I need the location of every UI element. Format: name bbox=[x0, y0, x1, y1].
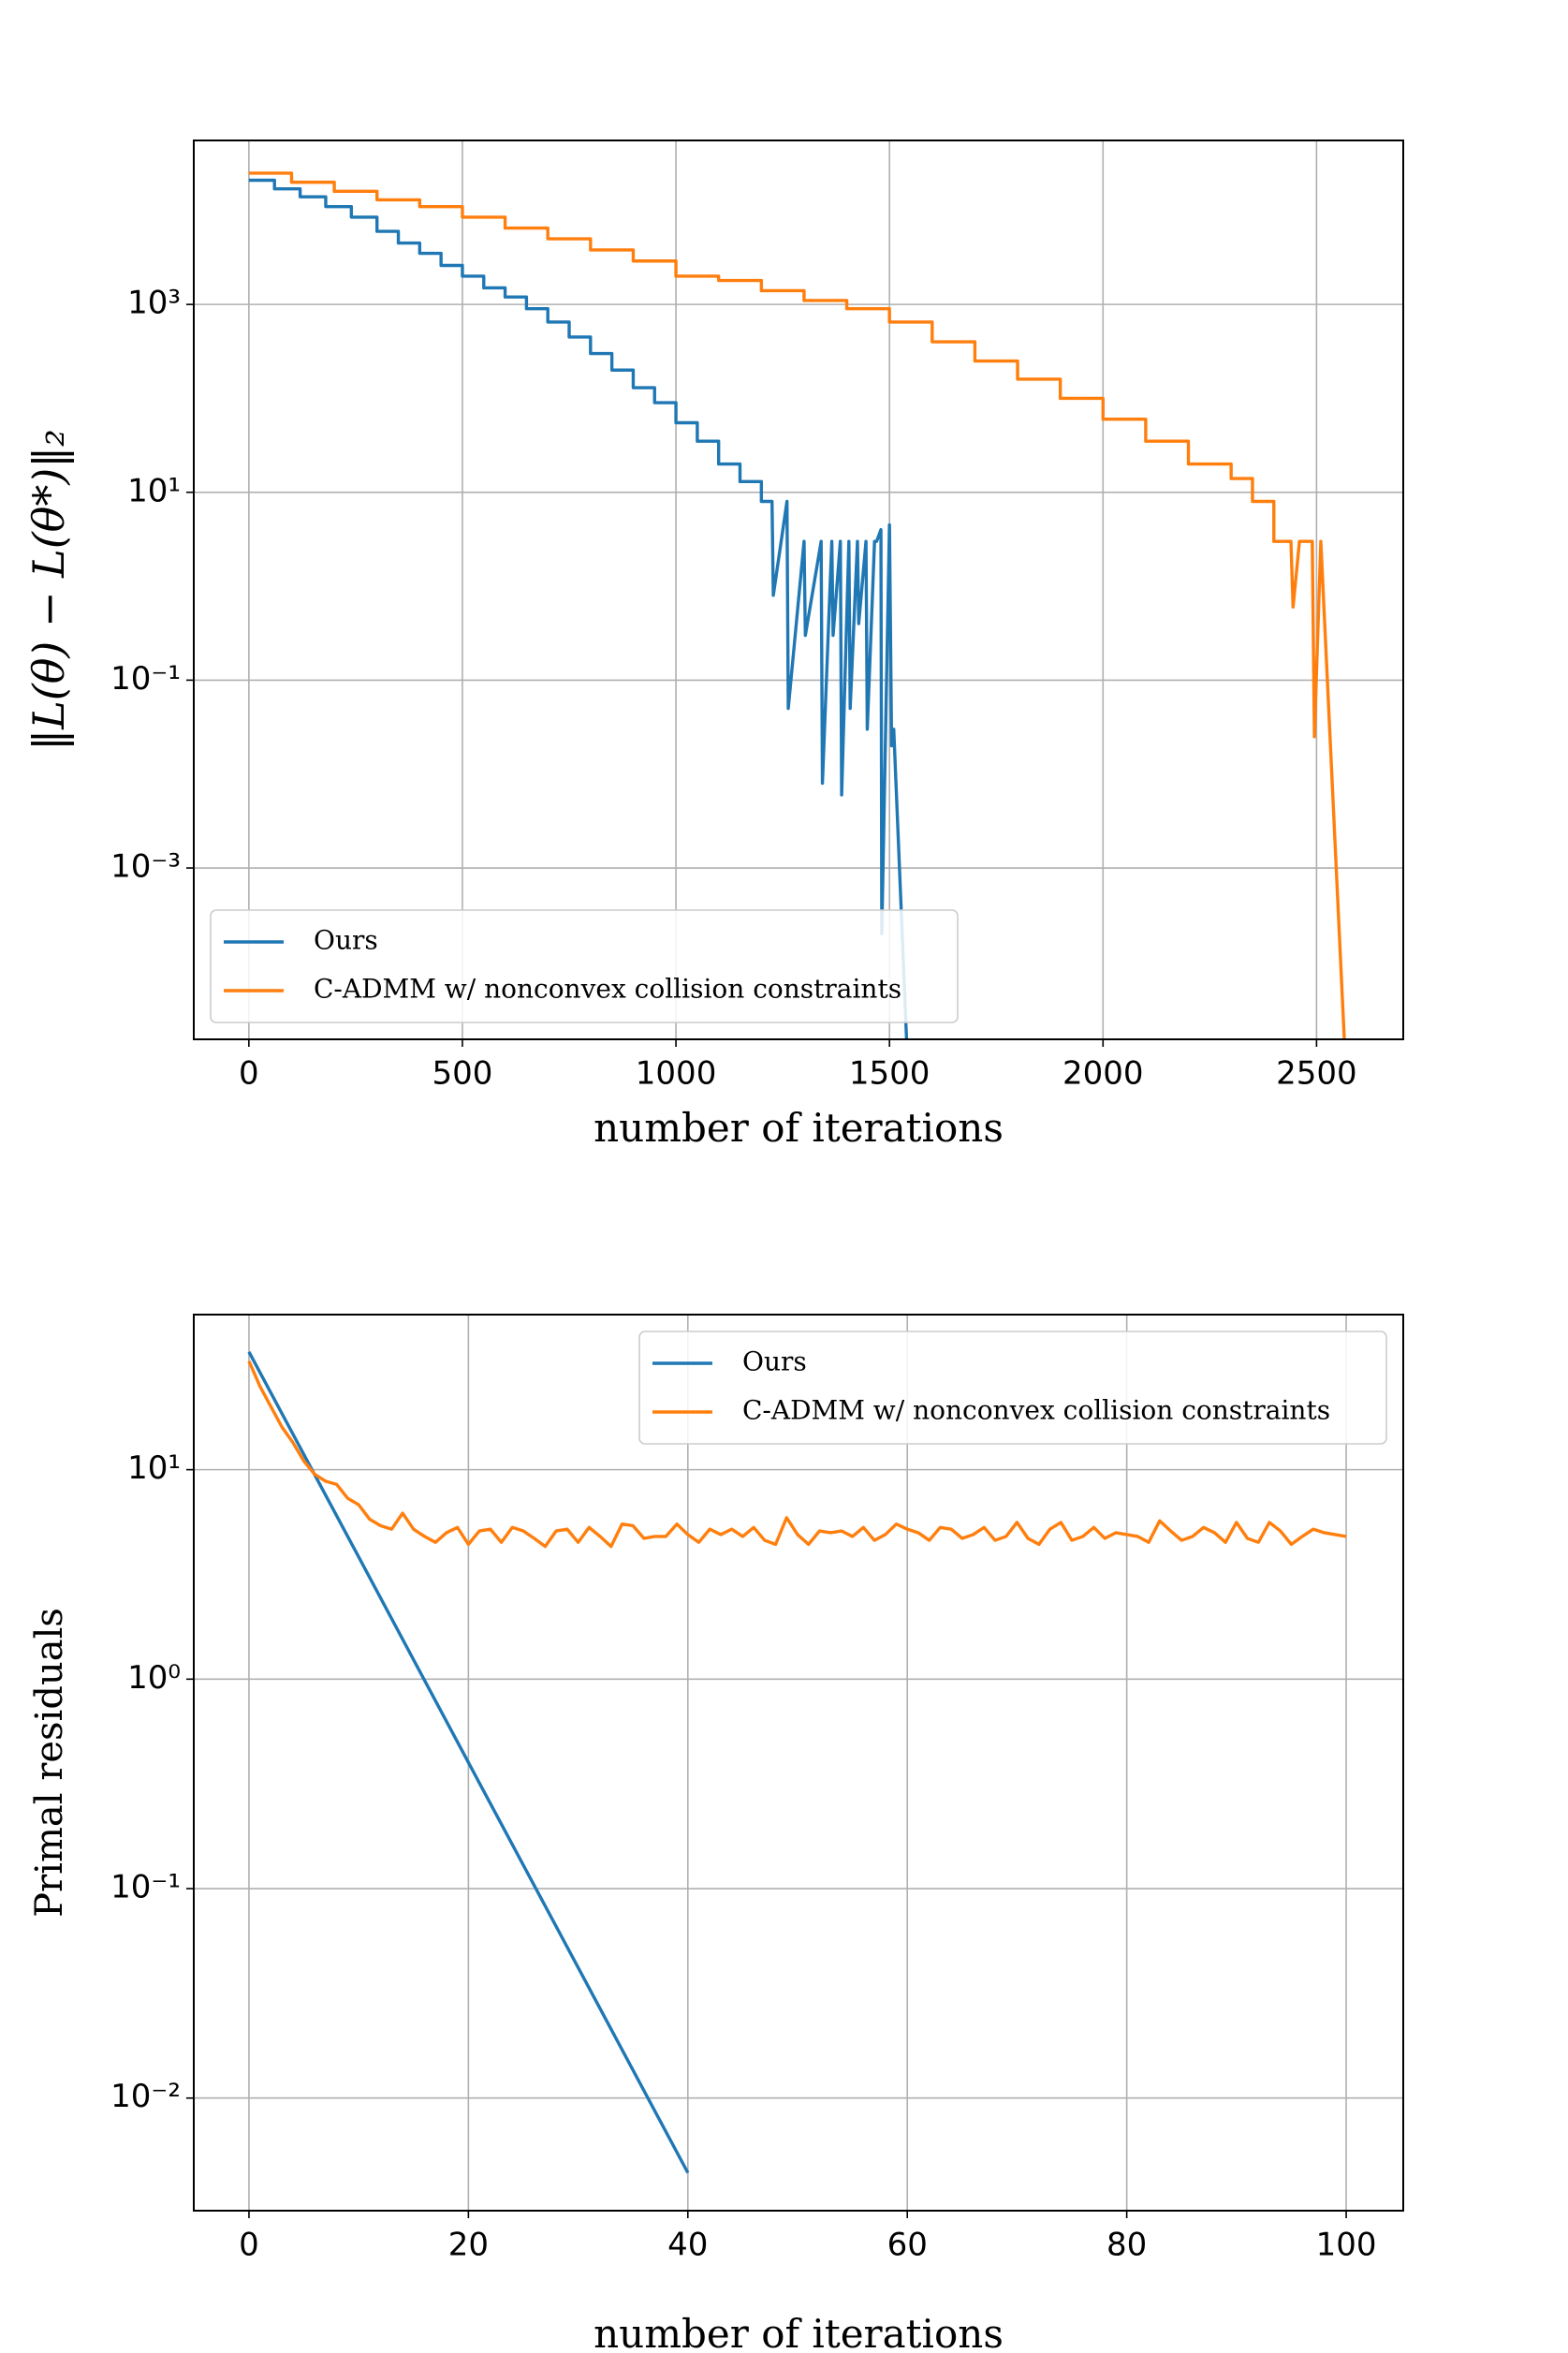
x-tick-label: 0 bbox=[239, 2227, 259, 2264]
legend-label: Ours bbox=[742, 1346, 807, 1377]
x-tick-label: 1500 bbox=[849, 1055, 931, 1093]
x-tick-label: 80 bbox=[1106, 2227, 1147, 2264]
series-line bbox=[247, 1351, 690, 2174]
x-axis-label: number of iterations bbox=[593, 1105, 1004, 1151]
x-tick-label: 2500 bbox=[1276, 1055, 1357, 1093]
axes-frame bbox=[193, 1314, 1404, 2212]
x-tick-label: 40 bbox=[667, 2227, 708, 2264]
plot-lines bbox=[248, 171, 1346, 1039]
x-axis-label: number of iterations bbox=[593, 2311, 1004, 2353]
legend-box bbox=[210, 909, 959, 1023]
y-tick-label: 10⁰ bbox=[127, 1659, 181, 1697]
plot-lines bbox=[247, 1351, 1347, 2174]
legend-box bbox=[638, 1331, 1387, 1445]
x-tick-label: 20 bbox=[448, 2227, 489, 2264]
axes-frame bbox=[193, 140, 1404, 1040]
y-tick-label: 10⁻² bbox=[110, 2078, 181, 2115]
x-tick-label: 0 bbox=[239, 1055, 259, 1093]
x-tick-label: 2000 bbox=[1062, 1055, 1144, 1093]
series-line bbox=[248, 171, 1346, 1039]
legend-label: Ours bbox=[314, 925, 378, 956]
y-axis-label: Primal residuals bbox=[28, 1608, 71, 1918]
x-tick-label: 500 bbox=[432, 1055, 493, 1093]
y-tick-label: 10⁻³ bbox=[110, 848, 181, 886]
x-tick-label: 100 bbox=[1316, 2227, 1377, 2264]
y-tick-label: 10⁻¹ bbox=[110, 1869, 181, 1906]
y-tick-label: 10¹ bbox=[127, 1449, 181, 1487]
x-tick-label: 1000 bbox=[636, 1055, 717, 1093]
series-line bbox=[248, 178, 909, 1039]
y-tick-label: 10⁻¹ bbox=[110, 660, 181, 698]
y-axis-label: ‖L(θ) − L(θ*)‖₂ bbox=[23, 429, 74, 751]
y-tick-label: 10³ bbox=[127, 285, 181, 322]
x-tick-label: 60 bbox=[887, 2227, 928, 2264]
y-tick-label: 10¹ bbox=[127, 472, 181, 509]
legend-label: C-ADMM w/ nonconvex collision constraint… bbox=[742, 1395, 1330, 1426]
legend-label: C-ADMM w/ nonconvex collision constraint… bbox=[314, 974, 901, 1005]
series-line bbox=[247, 1360, 1347, 1549]
